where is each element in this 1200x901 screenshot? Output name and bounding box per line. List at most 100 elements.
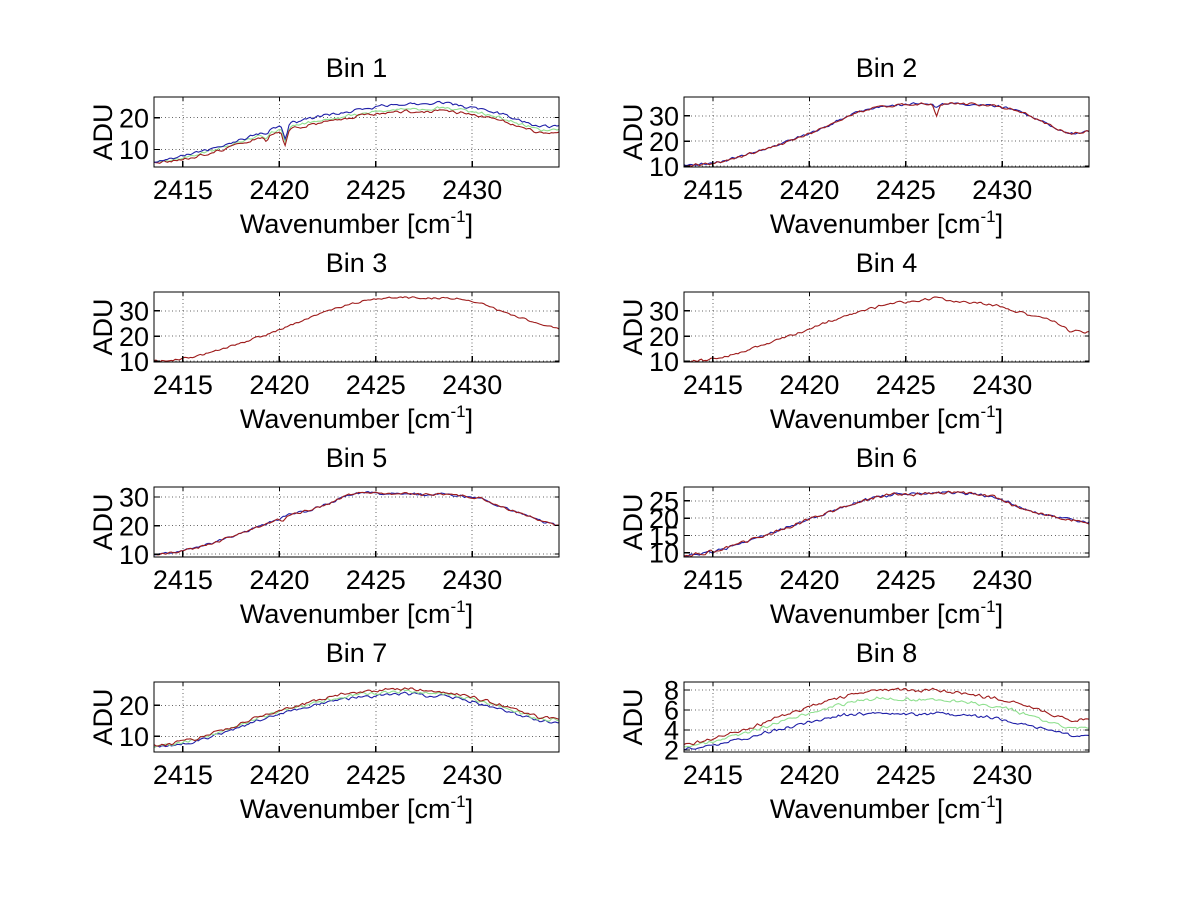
axis-box xyxy=(153,96,560,168)
y-tick-label: 6 xyxy=(664,696,679,726)
y-tick-label: 20 xyxy=(649,322,679,352)
series-line-red xyxy=(683,296,1090,363)
subplot-bin-1: Bin 1 10 20 2415 2420 2425 2430 ADU Wavenumber [… xyxy=(74,50,574,245)
subplot-title: Bin 5 xyxy=(326,443,388,473)
y-axis-label: ADU xyxy=(88,298,118,355)
y-tick-label: 10 xyxy=(649,347,679,377)
y-tick-label: 20 xyxy=(119,103,149,133)
y-axis-label: ADU xyxy=(88,493,118,550)
y-axis-label: ADU xyxy=(618,103,648,160)
subplot-bin-7: Bin 7 10 20 2415 2420 2425 2430 ADU Wavenumber [… xyxy=(74,635,574,830)
x-tick-label: 2420 xyxy=(779,565,839,595)
x-tick-label: 2430 xyxy=(442,565,502,595)
axis-box xyxy=(683,486,1090,558)
x-tick-label: 2425 xyxy=(876,565,936,595)
x-axis-label: Wavenumber [cm-1] xyxy=(770,597,1003,629)
y-tick-label: 30 xyxy=(649,297,679,327)
series-line-red xyxy=(683,490,1090,558)
subplot-title: Bin 2 xyxy=(856,53,918,83)
y-axis-label: ADU xyxy=(618,493,648,550)
y-tick-label: 15 xyxy=(649,521,679,551)
subplot-title: Bin 6 xyxy=(856,443,918,473)
y-tick-label: 10 xyxy=(649,539,679,569)
axis-box xyxy=(683,291,1090,363)
y-tick-label: 10 xyxy=(119,135,149,165)
subplot-bin-6: Bin 6 10 15 20 25 2415 2420 2425 2430 ADU Wavenumb… xyxy=(604,440,1104,635)
x-tick-label: 2425 xyxy=(346,370,406,400)
x-tick-label: 2415 xyxy=(683,565,743,595)
x-axis-label: Wavenumber [cm-1] xyxy=(240,402,473,434)
y-axis-label: ADU xyxy=(88,688,118,745)
x-tick-label: 2415 xyxy=(683,175,743,205)
x-tick-label: 2420 xyxy=(779,370,839,400)
x-tick-label: 2415 xyxy=(153,760,213,790)
x-axis-label: Wavenumber [cm-1] xyxy=(240,207,473,239)
subplot-bin-3: Bin 3 10 20 30 2415 2420 2425 2430 ADU Wavenumber… xyxy=(74,245,574,440)
x-tick-label: 2415 xyxy=(153,370,213,400)
y-tick-label: 20 xyxy=(119,511,149,541)
x-axis-label: Wavenumber [cm-1] xyxy=(240,597,473,629)
subplot-title: Bin 8 xyxy=(856,638,918,668)
series-line-blue xyxy=(683,102,1090,167)
series-line-blue xyxy=(683,490,1090,558)
subplot-title: Bin 4 xyxy=(856,248,918,278)
y-tick-label: 8 xyxy=(664,676,679,706)
y-tick-label: 30 xyxy=(119,483,149,513)
subplot-title: Bin 7 xyxy=(326,638,388,668)
series-line-red xyxy=(153,109,560,164)
x-tick-label: 2420 xyxy=(249,370,309,400)
y-tick-label: 20 xyxy=(649,127,679,157)
x-tick-label: 2430 xyxy=(972,370,1032,400)
series-line-red xyxy=(153,491,560,556)
x-tick-label: 2430 xyxy=(442,760,502,790)
x-axis-label: Wavenumber [cm-1] xyxy=(240,792,473,824)
y-axis-label: ADU xyxy=(618,688,648,745)
series-line-green xyxy=(153,106,560,163)
y-tick-label: 25 xyxy=(649,487,679,517)
x-tick-label: 2420 xyxy=(779,760,839,790)
series-line-blue xyxy=(153,100,560,163)
x-tick-label: 2415 xyxy=(683,760,743,790)
y-axis-label: ADU xyxy=(88,103,118,160)
x-tick-label: 2430 xyxy=(972,760,1032,790)
axis-box xyxy=(683,96,1090,168)
x-tick-label: 2425 xyxy=(346,175,406,205)
series-line-red xyxy=(153,687,560,747)
x-tick-label: 2420 xyxy=(249,760,309,790)
y-tick-label: 20 xyxy=(649,504,679,534)
x-tick-label: 2420 xyxy=(249,175,309,205)
x-axis-label: Wavenumber [cm-1] xyxy=(770,402,1003,434)
series-line-green xyxy=(153,688,560,749)
y-tick-label: 20 xyxy=(119,322,149,352)
x-tick-label: 2430 xyxy=(442,370,502,400)
x-tick-label: 2415 xyxy=(153,175,213,205)
series-line-blue xyxy=(153,490,560,556)
x-axis-label: Wavenumber [cm-1] xyxy=(770,792,1003,824)
x-tick-label: 2430 xyxy=(972,565,1032,595)
y-tick-label: 2 xyxy=(664,736,679,766)
series-line-red xyxy=(153,296,560,363)
axis-box xyxy=(153,291,560,363)
y-tick-label: 10 xyxy=(119,540,149,570)
x-tick-label: 2425 xyxy=(346,760,406,790)
series-line-red xyxy=(683,687,1090,746)
x-tick-label: 2415 xyxy=(153,565,213,595)
x-tick-label: 2425 xyxy=(876,760,936,790)
axis-box xyxy=(683,681,1090,753)
y-tick-label: 10 xyxy=(119,722,149,752)
x-tick-label: 2420 xyxy=(249,565,309,595)
x-tick-label: 2420 xyxy=(779,175,839,205)
series-line-blue xyxy=(683,711,1090,751)
series-line-red xyxy=(683,102,1090,168)
subplot-title: Bin 1 xyxy=(326,53,388,83)
subplot-bin-2: Bin 2 10 20 30 2415 2420 2425 2430 ADU Wavenumber… xyxy=(604,50,1104,245)
x-tick-label: 2425 xyxy=(346,565,406,595)
